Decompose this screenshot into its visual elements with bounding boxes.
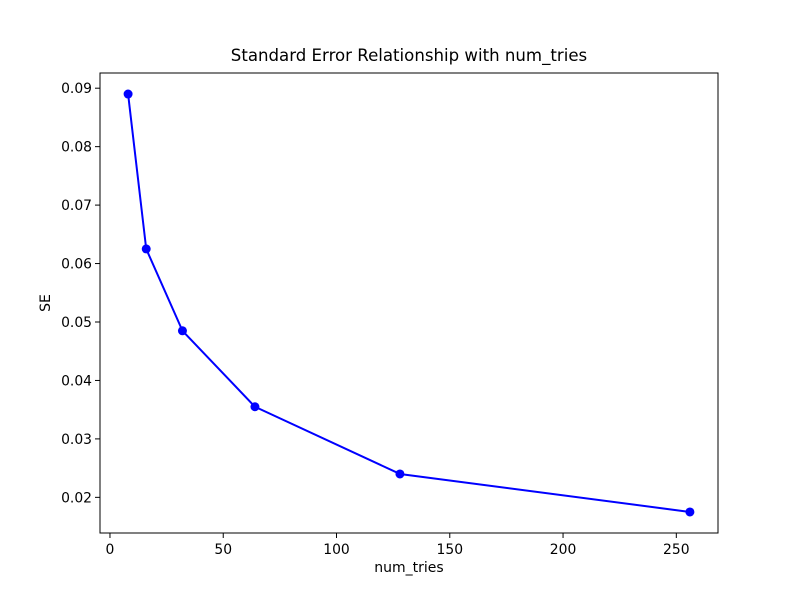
axis-ticks xyxy=(95,87,677,538)
data-point-marker xyxy=(141,244,151,254)
axes-frame xyxy=(99,72,719,534)
x-axis-label: num_tries xyxy=(374,560,443,576)
chart-title: Standard Error Relationship with num_tri… xyxy=(231,46,587,66)
y-tick-label: 0.02 xyxy=(61,490,92,506)
x-tick-label: 0 xyxy=(106,542,115,558)
x-tick-label: 200 xyxy=(550,542,577,558)
data-series xyxy=(123,89,695,517)
plot-area xyxy=(100,73,718,533)
x-tick-label: 250 xyxy=(663,542,690,558)
y-tick-label: 0.07 xyxy=(61,198,92,214)
y-tick-label: 0.06 xyxy=(61,257,92,273)
x-tick-label: 50 xyxy=(214,542,232,558)
x-tick-label: 150 xyxy=(437,542,464,558)
data-point-marker xyxy=(177,326,187,336)
y-axis-label: SE xyxy=(38,294,54,312)
se-line xyxy=(127,93,691,513)
y-tick-label: 0.09 xyxy=(61,81,92,97)
axis-tick-labels: 0 50 100 150 200 250 0.02 0.03 0.04 0.05 0.06 0.07 0… xyxy=(61,81,690,558)
data-point-marker xyxy=(395,469,405,479)
data-point-marker xyxy=(250,402,260,412)
y-tick-label: 0.08 xyxy=(61,140,92,156)
y-tick-label: 0.04 xyxy=(61,373,92,389)
x-tick-label: 100 xyxy=(323,542,350,558)
data-point-marker xyxy=(685,507,695,517)
data-point-marker xyxy=(123,89,133,99)
y-tick-label: 0.05 xyxy=(61,315,92,331)
y-tick-label: 0.03 xyxy=(61,432,92,448)
